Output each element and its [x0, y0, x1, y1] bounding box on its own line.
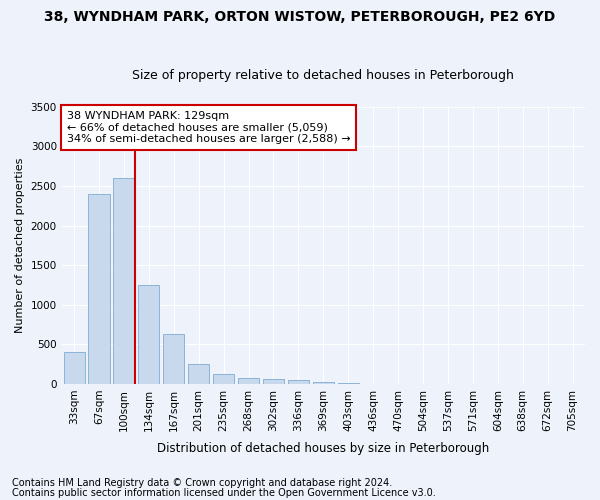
Bar: [163, 334, 184, 384]
Y-axis label: Number of detached properties: Number of detached properties: [15, 158, 25, 333]
Bar: [263, 379, 284, 384]
Bar: [113, 178, 134, 384]
Bar: [213, 374, 234, 384]
Text: Contains public sector information licensed under the Open Government Licence v3: Contains public sector information licen…: [12, 488, 436, 498]
Text: 38 WYNDHAM PARK: 129sqm
← 66% of detached houses are smaller (5,059)
34% of semi: 38 WYNDHAM PARK: 129sqm ← 66% of detache…: [67, 111, 350, 144]
Bar: [313, 382, 334, 384]
X-axis label: Distribution of detached houses by size in Peterborough: Distribution of detached houses by size …: [157, 442, 490, 455]
Bar: [88, 194, 110, 384]
Bar: [188, 364, 209, 384]
Bar: [238, 378, 259, 384]
Bar: [138, 285, 160, 384]
Bar: [288, 380, 309, 384]
Text: 38, WYNDHAM PARK, ORTON WISTOW, PETERBOROUGH, PE2 6YD: 38, WYNDHAM PARK, ORTON WISTOW, PETERBOR…: [44, 10, 556, 24]
Bar: [338, 383, 359, 384]
Bar: [64, 352, 85, 384]
Title: Size of property relative to detached houses in Peterborough: Size of property relative to detached ho…: [133, 69, 514, 82]
Text: Contains HM Land Registry data © Crown copyright and database right 2024.: Contains HM Land Registry data © Crown c…: [12, 478, 392, 488]
